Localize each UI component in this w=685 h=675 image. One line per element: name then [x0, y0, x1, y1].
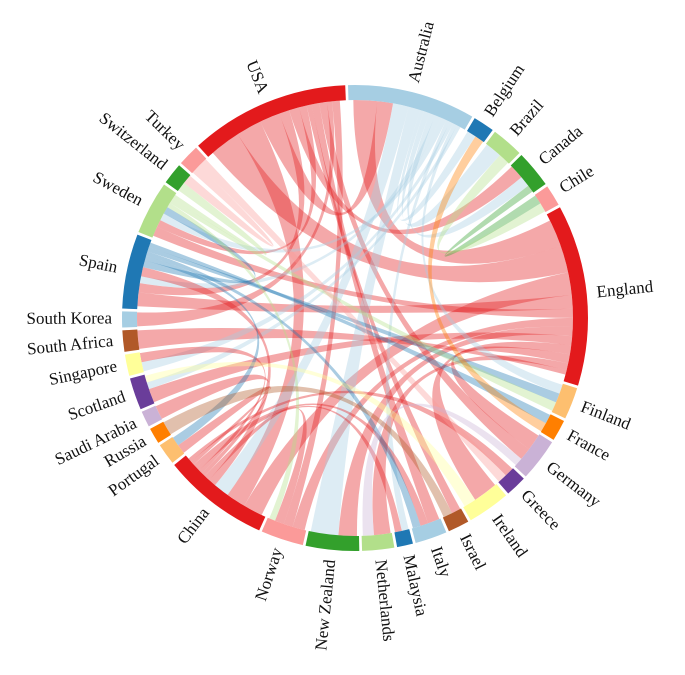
label-south-korea: South Korea — [26, 308, 112, 328]
arc-finland — [551, 383, 578, 419]
arc-south-africa — [122, 329, 140, 352]
label-france: France — [564, 426, 614, 465]
arc-canada — [510, 154, 546, 193]
ribbon-england-china — [244, 272, 572, 516]
label-china: China — [173, 503, 213, 547]
label-germany: Germany — [543, 457, 605, 511]
ribbon-israel-russia — [163, 385, 453, 518]
ribbon-china-greece — [188, 390, 513, 476]
arc-china — [174, 455, 266, 531]
ribbon-sweden-norway — [167, 202, 300, 521]
label-canada: Canada — [535, 121, 587, 168]
ribbon-england-spain — [137, 292, 573, 313]
label-malaysia: Malaysia — [400, 553, 432, 618]
ribbon-england-scotland — [148, 332, 573, 403]
arc-israel — [442, 508, 469, 532]
ribbon-england-usa — [212, 134, 569, 283]
arc-italy — [411, 518, 447, 543]
label-australia: Australia — [404, 19, 438, 85]
arc-germany — [514, 434, 553, 477]
ribbon-usa-australia — [260, 101, 394, 216]
label-sweden: Sweden — [90, 167, 147, 209]
label-israel: Israel — [456, 531, 490, 574]
label-finland: Finland — [578, 397, 634, 434]
label-south-africa: South Africa — [26, 331, 114, 359]
arc-chile — [534, 186, 559, 213]
ribbon-brazil-chile — [437, 155, 546, 254]
arc-england — [546, 207, 588, 386]
label-singapore: Singapore — [47, 356, 118, 389]
ribbon-australia-brazil — [401, 111, 500, 227]
ribbon-sweden-finland — [169, 198, 557, 411]
ribbon-england-ireland — [432, 341, 572, 500]
ribbon-usa-spain — [138, 110, 305, 296]
arc-south-korea — [122, 311, 138, 328]
ribbon-turkey-greece — [199, 159, 506, 482]
ribbon-england-norway — [292, 317, 573, 531]
label-usa: USA — [242, 58, 273, 97]
ribbon-england-australia — [353, 100, 561, 264]
arc-malaysia — [394, 529, 413, 548]
arc-usa — [198, 85, 346, 157]
label-norway: Norway — [251, 545, 286, 603]
arc-norway — [261, 517, 307, 546]
ribbon-spain-france — [148, 242, 551, 424]
label-netherlands: Netherlands — [371, 559, 398, 643]
arc-portugal — [159, 437, 185, 463]
arc-greece — [498, 468, 524, 494]
label-chile: Chile — [556, 161, 597, 197]
ribbon-china-singapore — [139, 346, 266, 474]
arc-new-zealand — [305, 531, 360, 551]
ribbon-england-south-africa — [137, 327, 567, 375]
ribbon-australia-new-zealand — [310, 106, 421, 536]
chord-ribbons — [137, 100, 573, 536]
arc-scotland — [130, 374, 155, 410]
ribbon-australia-canada — [407, 113, 529, 238]
arc-france — [540, 414, 565, 440]
arc-sweden — [138, 184, 177, 238]
label-england: England — [596, 277, 655, 302]
arc-belgium — [466, 118, 493, 143]
arc-netherlands — [361, 532, 395, 551]
arc-russia — [150, 421, 171, 443]
arc-singapore — [124, 352, 144, 376]
ribbon-usa-norway — [283, 100, 343, 527]
arc-turkey — [180, 147, 207, 174]
label-italy: Italy — [427, 544, 455, 580]
arc-ireland — [463, 483, 507, 521]
ribbon-australia-china — [215, 103, 409, 495]
arc-saudi-arabia — [141, 405, 163, 427]
country-arcs — [122, 84, 588, 551]
label-new-zealand: New Zealand — [311, 558, 339, 651]
label-brazil: Brazil — [506, 96, 548, 140]
ribbon-china-saudi-arabia — [155, 374, 270, 476]
ribbon-spain-portugal — [144, 255, 260, 446]
ribbon-usa-china — [227, 121, 304, 506]
ribbon-australia-finland — [421, 123, 563, 394]
arc-australia — [348, 84, 473, 130]
arc-switzerland — [165, 165, 191, 191]
label-spain: Spain — [77, 250, 119, 277]
ribbon-usa-italy — [311, 102, 440, 524]
ribbon-france-belgium — [428, 136, 546, 432]
ribbon-sweden-switzerland — [172, 182, 267, 256]
ribbon-england-germany — [451, 346, 570, 450]
label-ireland: Ireland — [488, 510, 532, 561]
label-greece: Greece — [517, 486, 564, 534]
arc-spain — [122, 234, 152, 310]
ribbon-spain-finland — [147, 247, 560, 403]
ribbon-china-norway — [204, 407, 307, 525]
arc-brazil — [485, 131, 520, 164]
